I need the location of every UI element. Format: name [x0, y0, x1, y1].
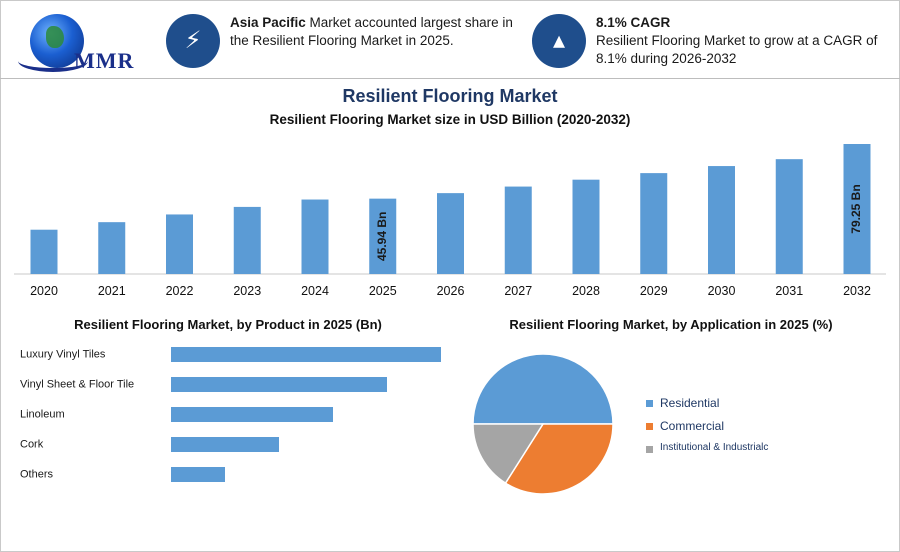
- highlight-bold: 8.1% CAGR: [596, 15, 671, 30]
- bar-2025: [369, 198, 397, 274]
- highlight-text: 8.1% CAGR Resilient Flooring Market to gr…: [596, 14, 892, 68]
- mmr-logo: MMR: [18, 14, 138, 76]
- legend-label: Institutional & Industrialc: [660, 442, 769, 453]
- header: MMR ⚡︎ Asia Pacific Market accounted lar…: [0, 0, 900, 78]
- x-tick-label: 2031: [775, 284, 803, 298]
- bar-2028: [572, 179, 600, 274]
- header-divider: [0, 78, 900, 79]
- bar-2026: [437, 193, 464, 274]
- bar-2021: [98, 222, 126, 274]
- legend-label: Residential: [660, 396, 720, 410]
- product-chart-title: Resilient Flooring Market, by Product in…: [74, 317, 382, 332]
- highlight-body: Market accounted largest share in the Re…: [230, 15, 513, 48]
- x-tick-label: 2027: [504, 284, 532, 298]
- flame-icon: ▴: [532, 14, 586, 68]
- pie-slice-institutional: [472, 423, 545, 485]
- product-bar: [171, 437, 279, 452]
- product-bar: [171, 407, 333, 422]
- product-label: Others: [20, 468, 54, 480]
- product-label: Linoleum: [20, 408, 65, 420]
- bar-2029: [640, 173, 668, 274]
- x-tick-label: 2032: [843, 284, 871, 298]
- x-tick-label: 2030: [708, 284, 736, 298]
- data-label: 45.94 Bn: [375, 212, 389, 261]
- x-tick-label: 2025: [369, 284, 397, 298]
- x-tick-label: 2028: [572, 284, 600, 298]
- x-tick-label: 2022: [166, 284, 194, 298]
- logo-swoosh: [18, 50, 88, 72]
- x-tick-label: 2020: [30, 284, 58, 298]
- bar-2024: [301, 199, 329, 274]
- x-tick-label: 2023: [233, 284, 261, 298]
- pie-legend: Residential Commercial Institutional & I…: [646, 396, 768, 465]
- lightning-icon: ⚡︎: [166, 14, 220, 68]
- product-label: Luxury Vinyl Tiles: [20, 348, 106, 360]
- bar-2032: [843, 144, 871, 274]
- x-tick-label: 2024: [301, 284, 329, 298]
- product-label: Vinyl Sheet & Floor Tile: [20, 378, 134, 390]
- bar-2030: [708, 166, 735, 274]
- bar-2022: [166, 214, 193, 274]
- legend-swatch: [646, 400, 653, 407]
- product-bar: [171, 347, 441, 362]
- product-bar: [171, 377, 387, 392]
- x-tick-label: 2026: [437, 284, 465, 298]
- legend-item-institutional: Institutional & Industrialc: [646, 442, 768, 465]
- highlight-text: Asia Pacific Market accounted largest sh…: [230, 14, 530, 50]
- bar-2031: [775, 159, 803, 274]
- pie-slice-residential: [472, 353, 614, 425]
- main-title: Resilient Flooring Market: [342, 86, 558, 106]
- legend-label: Commercial: [660, 419, 725, 433]
- logo-text: MMR: [74, 48, 135, 73]
- application-chart-title: Resilient Flooring Market, by Applicatio…: [509, 317, 832, 332]
- x-tick-label: 2021: [98, 284, 126, 298]
- highlight-bold: Asia Pacific: [230, 15, 306, 30]
- legend-item-residential: Residential: [646, 396, 768, 419]
- data-label: 79.25 Bn: [849, 184, 863, 233]
- bar-2023: [233, 206, 261, 274]
- product-label: Cork: [20, 438, 44, 450]
- bar-2027: [504, 186, 532, 274]
- legend-item-commercial: Commercial: [646, 419, 768, 442]
- x-tick-label: 2029: [640, 284, 668, 298]
- legend-swatch: [646, 423, 653, 430]
- bar-2020: [30, 229, 58, 274]
- legend-swatch: [646, 446, 653, 453]
- product-bar: [171, 467, 225, 482]
- chart-title: Resilient Flooring Market size in USD Bi…: [269, 112, 631, 127]
- highlight-body: Resilient Flooring Market to grow at a C…: [596, 33, 878, 66]
